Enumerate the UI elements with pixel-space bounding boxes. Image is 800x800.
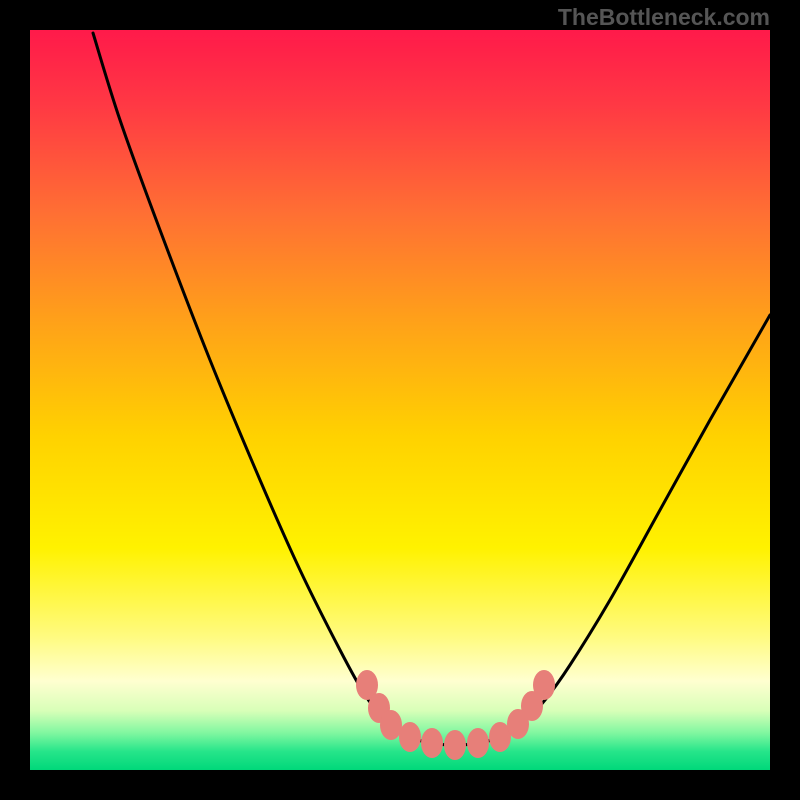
bottleneck-curve	[93, 33, 770, 745]
curve-marker	[399, 722, 421, 752]
watermark-text: TheBottleneck.com	[558, 4, 770, 31]
curve-marker	[444, 730, 466, 760]
curve-marker	[380, 710, 402, 740]
curve-marker	[533, 670, 555, 700]
curve-marker	[467, 728, 489, 758]
curve-layer	[0, 0, 800, 800]
curve-marker	[421, 728, 443, 758]
marker-group	[356, 670, 555, 760]
